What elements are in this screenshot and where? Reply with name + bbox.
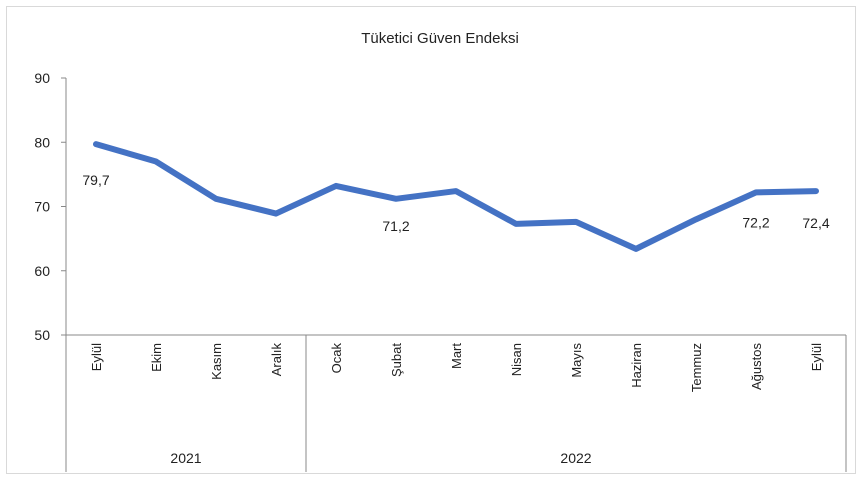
y-tick-label: 70 <box>34 199 50 215</box>
data-point <box>693 216 699 222</box>
data-point <box>753 189 759 195</box>
data-point <box>333 183 339 189</box>
x-tick-label: Ocak <box>329 343 344 374</box>
x-tick-label: Eylül <box>89 343 104 371</box>
data-label: 72,2 <box>742 214 769 230</box>
x-tick-label: Mart <box>449 343 464 369</box>
x-tick-label: Mayıs <box>569 343 584 378</box>
data-point <box>93 141 99 147</box>
y-tick-label: 50 <box>34 327 50 343</box>
x-tick-label: Şubat <box>389 343 404 377</box>
x-tick-label: Aralık <box>269 343 284 377</box>
data-point <box>393 196 399 202</box>
data-point <box>273 211 279 217</box>
x-tick-label: Eylül <box>809 343 824 371</box>
data-labels: 79,7 71,2 72,2 72,4 <box>82 172 829 234</box>
chart-title: Tüketici Güven Endeksi <box>361 30 519 47</box>
data-point <box>813 188 819 194</box>
x-axis-groups: 2021 2022 <box>170 335 592 472</box>
y-tick-label: 90 <box>34 70 50 86</box>
data-point <box>213 196 219 202</box>
data-point <box>153 159 159 165</box>
x-tick-label: Haziran <box>629 343 644 388</box>
data-label: 79,7 <box>82 172 109 188</box>
x-tick-label: Ağustos <box>749 343 764 390</box>
x-group-label: 2022 <box>560 450 591 466</box>
series-line <box>93 141 819 252</box>
x-tick-label: Temmuz <box>689 343 704 392</box>
x-group-label: 2021 <box>170 450 201 466</box>
data-point <box>633 246 639 252</box>
x-tick-label: Kasım <box>209 343 224 380</box>
data-point <box>453 188 459 194</box>
series-layer <box>93 141 819 252</box>
y-axis-ticks: 50 60 70 80 90 <box>34 70 66 343</box>
data-point <box>573 219 579 225</box>
x-axis-ticks: Eylül Ekim Kasım Aralık Ocak Şubat Mart Nisan Ma… <box>89 343 824 393</box>
x-tick-label: Ekim <box>149 343 164 372</box>
data-label: 72,4 <box>802 215 829 231</box>
y-tick-label: 80 <box>34 134 50 150</box>
axes <box>65 78 847 472</box>
y-tick-label: 60 <box>34 263 50 279</box>
data-label: 71,2 <box>382 218 409 234</box>
x-tick-label: Nisan <box>509 343 524 376</box>
chart-frame <box>6 6 856 474</box>
data-point <box>513 221 519 227</box>
